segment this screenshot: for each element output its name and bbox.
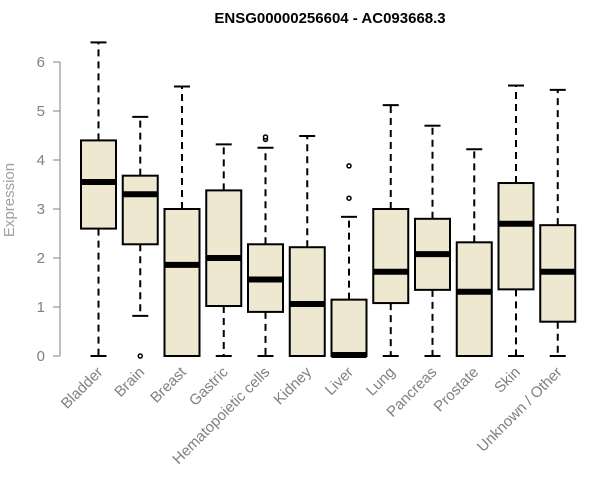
box-skin [497, 84, 535, 357]
y-tick-label: 4 [37, 152, 45, 169]
x-tick-label: Brain [111, 364, 148, 401]
y-tick-label: 2 [37, 250, 45, 267]
box-iqr [121, 174, 159, 246]
x-tick-label: Kidney [271, 363, 316, 408]
y-axis-label: Expression [1, 163, 18, 237]
x-tick-label: Breast [147, 363, 190, 406]
box-brain [121, 115, 159, 359]
y-tick-label: 6 [37, 54, 45, 71]
outlier-point [346, 163, 352, 169]
y-axis: 0 1 2 3 4 5 6 [37, 54, 61, 365]
chart-title: ENSG00000256604 - AC093668.3 [214, 10, 445, 27]
x-tick-label: Skin [491, 364, 524, 397]
box-prostate [455, 148, 493, 358]
box-breast [163, 85, 201, 357]
x-tick-label: Prostate [431, 364, 483, 416]
y-tick-label: 0 [37, 348, 45, 365]
y-tick-label: 5 [37, 103, 45, 120]
x-tick-label: Bladder [58, 364, 107, 413]
x-tick-label: Lung [363, 364, 399, 400]
box-lung [372, 104, 410, 357]
box-kidney [288, 134, 326, 357]
boxes-group [80, 41, 577, 359]
box-hematopoietic-cells [247, 134, 284, 357]
box-iqr [455, 241, 493, 358]
box-iqr [205, 189, 243, 308]
box-iqr [497, 182, 535, 291]
y-tick-label: 3 [37, 201, 45, 218]
box-iqr [163, 208, 201, 357]
x-tick-label: Liver [322, 364, 357, 399]
box-bladder [80, 41, 117, 357]
box-pancreas [414, 124, 451, 357]
y-tick-label: 1 [37, 299, 45, 316]
outlier-point [262, 134, 269, 140]
outlier-point [137, 353, 143, 359]
box-iqr [330, 298, 368, 357]
box-unknown-other [539, 88, 577, 357]
outlier-point [346, 195, 352, 201]
box-gastric [205, 143, 243, 357]
box-liver [330, 163, 368, 359]
box-iqr [372, 208, 410, 305]
